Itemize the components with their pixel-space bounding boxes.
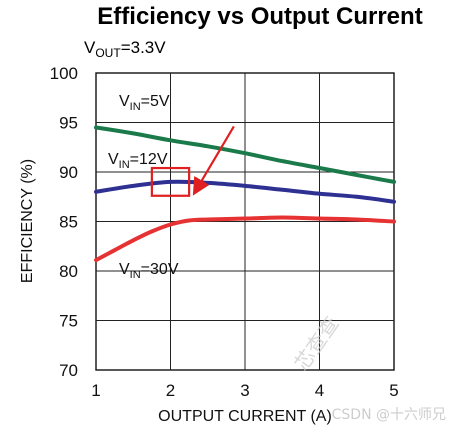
subtitle-sub: OUT xyxy=(95,46,121,60)
chart-title: Efficiency vs Output Current xyxy=(97,3,422,30)
x-tick-label: 4 xyxy=(315,381,324,400)
x-tick-labels: 1 2 3 4 5 xyxy=(91,381,398,400)
x-tick-label: 1 xyxy=(91,381,100,400)
annotations xyxy=(150,125,235,197)
y-tick-labels: 70 75 80 85 90 95 100 xyxy=(50,64,78,380)
x-tick-label: 5 xyxy=(389,381,398,400)
chart-subtitle: VOUT=3.3V xyxy=(84,38,166,60)
y-tick-label: 80 xyxy=(59,262,78,281)
x-tick-label: 2 xyxy=(166,381,175,400)
series-group xyxy=(94,125,396,263)
label-30v-prefix: V xyxy=(119,261,130,278)
label-5v-prefix: V xyxy=(119,93,130,110)
y-tick-label: 85 xyxy=(59,213,78,232)
series-label-30v: VIN=30V xyxy=(119,261,179,281)
series-label-5v: VIN=5V xyxy=(119,93,170,113)
annotation-arrow xyxy=(192,125,235,196)
y-tick-label: 70 xyxy=(59,361,78,380)
label-30v-sub: IN xyxy=(130,269,141,281)
watermark-credit: CSDN @十六师兄 xyxy=(332,407,446,423)
label-12v-sub: IN xyxy=(119,159,130,171)
series-line-1 xyxy=(94,179,396,204)
y-axis-label: EFFICIENCY (%) xyxy=(19,159,36,283)
subtitle-prefix: V xyxy=(84,38,96,57)
y-tick-label: 95 xyxy=(59,114,78,133)
label-5v-suffix: =5V xyxy=(141,93,170,110)
y-tick-label: 75 xyxy=(59,312,78,331)
label-5v-sub: IN xyxy=(130,101,141,113)
series-line-0 xyxy=(94,125,396,184)
series-line-2 xyxy=(94,215,396,263)
label-12v-prefix: V xyxy=(108,151,119,168)
subtitle-suffix: =3.3V xyxy=(121,38,167,57)
label-12v-suffix: =12V xyxy=(130,151,168,168)
grid xyxy=(96,73,394,370)
label-30v-suffix: =30V xyxy=(141,261,179,278)
series-label-12v: VIN=12V xyxy=(108,151,168,171)
y-tick-label: 100 xyxy=(50,64,78,83)
y-tick-label: 90 xyxy=(59,163,78,182)
x-tick-label: 3 xyxy=(240,381,249,400)
highlight-box xyxy=(150,166,191,197)
x-axis-label: OUTPUT CURRENT (A) xyxy=(158,408,332,425)
